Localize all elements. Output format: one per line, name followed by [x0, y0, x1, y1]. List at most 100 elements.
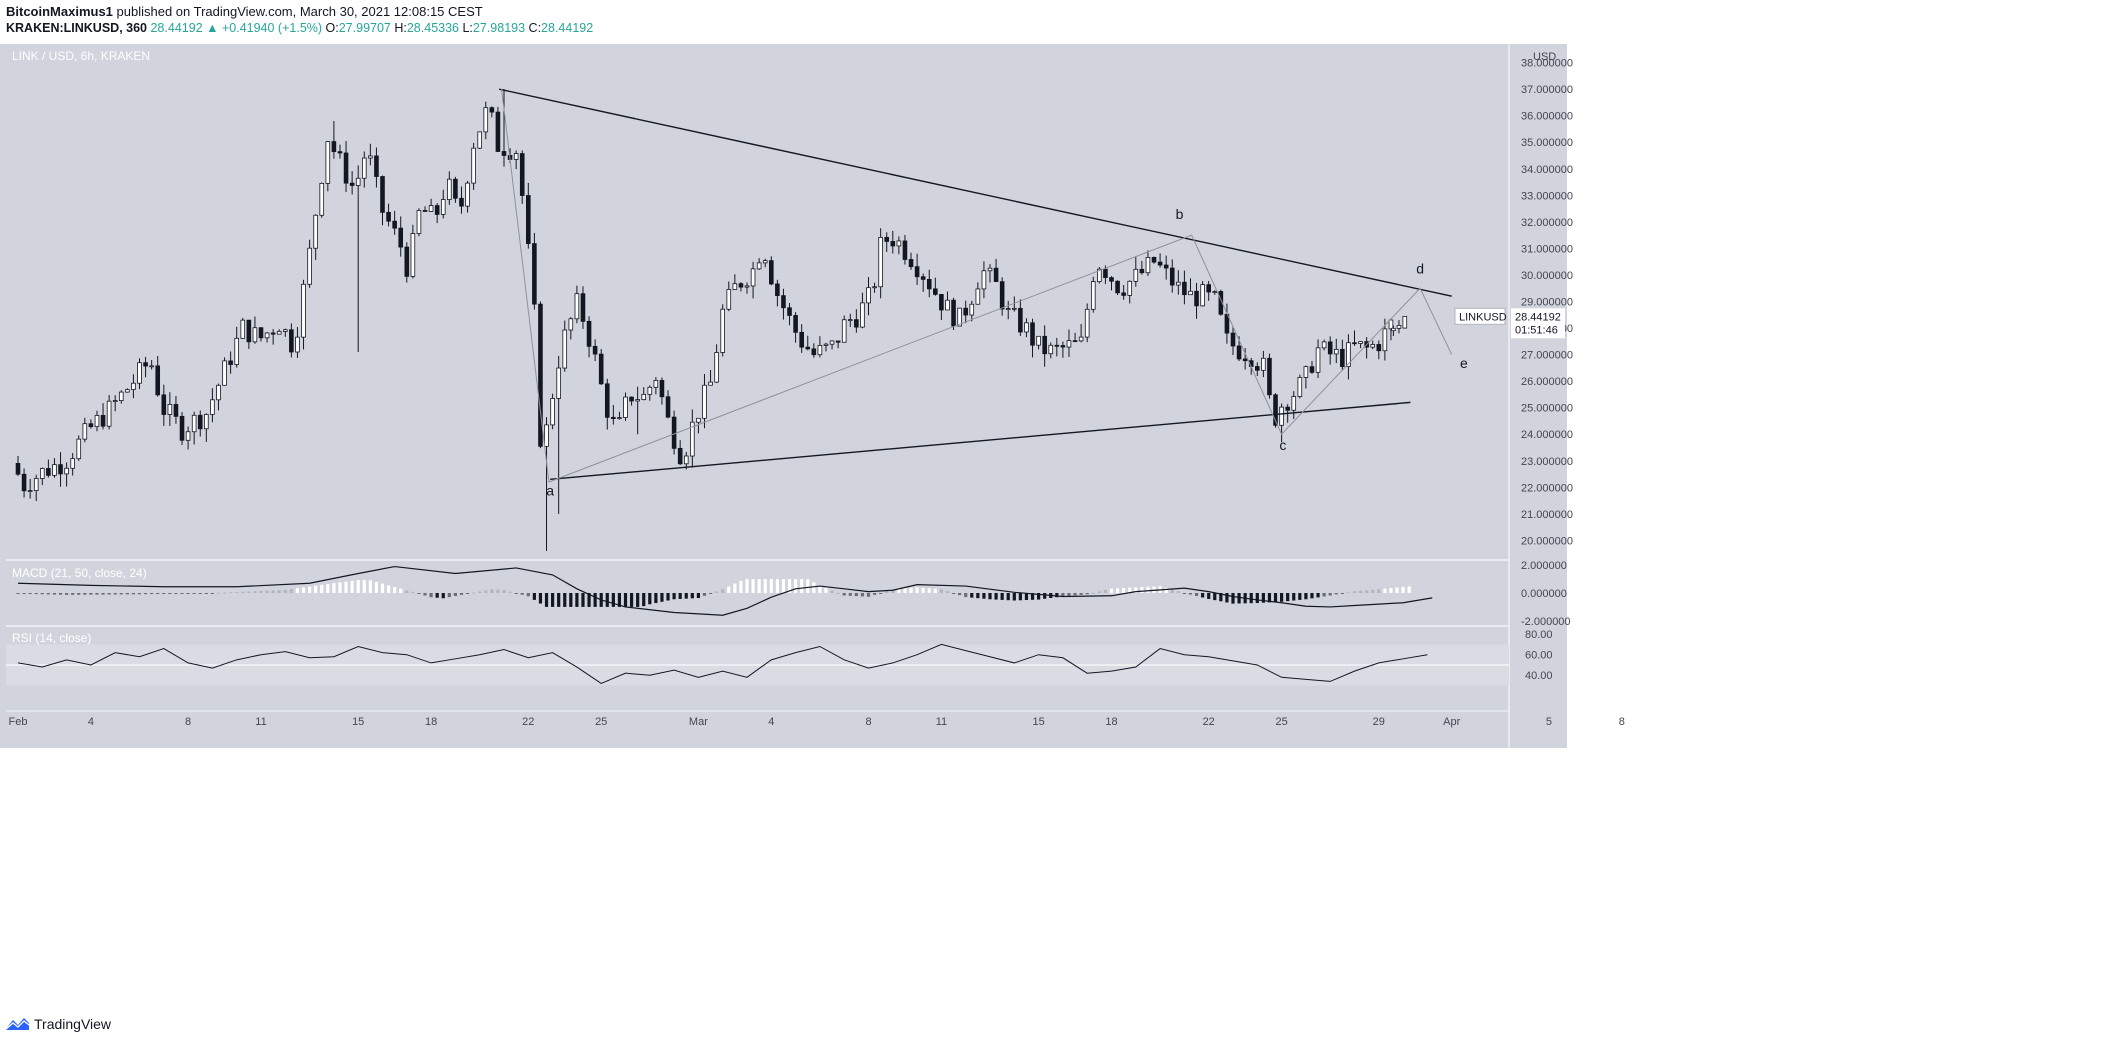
price-tag [1511, 308, 1565, 339]
symbol-info: KRAKEN:LINKUSD, 360 28.44192 ▲ +0.41940 … [6, 21, 593, 35]
chart-frame[interactable]: MACD (21, 50, close, 24) RSI (14, close) … [0, 44, 2107, 1015]
price-tick-label: 32.000000 [1521, 217, 1573, 229]
candle-down [270, 332, 276, 335]
candle-down [343, 152, 349, 184]
candle-down [781, 295, 786, 309]
macd-histogram-bar [465, 593, 470, 594]
candle-down [538, 303, 543, 447]
candle-down [1309, 366, 1315, 373]
macd-histogram-bar [1030, 593, 1035, 600]
macd-histogram-bar [52, 593, 57, 595]
macd-histogram-bar [751, 579, 755, 593]
macd-histogram-bar [951, 593, 956, 594]
candle-up [1048, 344, 1054, 355]
candle-up [708, 381, 713, 386]
macd-histogram-bar [326, 584, 330, 593]
macd-histogram-bar [538, 593, 543, 604]
macd-histogram-bar [520, 593, 524, 595]
candle-down [999, 281, 1005, 310]
macd-histogram-bar [277, 590, 281, 593]
macd-histogram-bar [180, 593, 184, 594]
macd-histogram-bar [289, 589, 293, 593]
candle-up [325, 141, 331, 184]
candle-down [805, 346, 811, 350]
macd-histogram-bar [526, 593, 530, 597]
chart-svg[interactable]: MACD (21, 50, close, 24)RSI (14, close) … [0, 44, 2107, 1010]
time-tick-label: 15 [352, 716, 364, 728]
macd-histogram-bar [295, 588, 300, 593]
candle-up [829, 340, 835, 345]
macd-histogram-bar [459, 593, 464, 595]
time-tick-label: 8 [185, 716, 191, 728]
macd-histogram-bar [1122, 587, 1126, 593]
macd-histogram-bar [16, 593, 20, 594]
low-label: L: [462, 21, 473, 35]
wave-label-d: d [1416, 261, 1424, 277]
candle-up [750, 268, 756, 287]
macd-histogram-bar [204, 593, 208, 594]
price-tick-label: 24.000000 [1521, 429, 1573, 441]
macd-histogram-bar [1024, 593, 1029, 601]
candle-down [1352, 342, 1357, 345]
candle-down [580, 293, 586, 322]
candle-down [933, 288, 938, 295]
candle-up [307, 247, 312, 285]
macd-histogram-bar [77, 593, 81, 595]
macd-histogram-bar [186, 593, 190, 594]
macd-histogram-bar [405, 590, 409, 593]
candle-down [434, 205, 440, 215]
symbol-tag-label: LINKUSD [1459, 311, 1507, 323]
macd-histogram-bar [508, 591, 512, 593]
candle-down [1109, 277, 1114, 282]
tradingview-brand[interactable]: TradingView [34, 1016, 112, 1032]
candle-up [744, 285, 750, 288]
price-tick-label: 27.000000 [1521, 350, 1573, 362]
candle-up [185, 431, 191, 441]
open-label: O: [325, 21, 339, 35]
candle-up [1370, 344, 1376, 348]
candle-down [392, 220, 397, 229]
candle-up [264, 332, 270, 339]
candle-up [204, 414, 209, 430]
candle-up [714, 352, 719, 383]
candle-up [33, 478, 39, 491]
macd-histogram-bar [1267, 593, 1272, 603]
candle-up [513, 153, 519, 160]
macd-histogram-bar [1085, 593, 1089, 595]
candle-up [653, 379, 659, 388]
rsi-tick-label: 40.00 [1525, 670, 1553, 682]
macd-histogram-bar [1073, 593, 1077, 596]
candle-up [137, 362, 142, 384]
macd-histogram-bar [1170, 589, 1174, 593]
candle-down [835, 340, 841, 343]
candle-up [1396, 324, 1402, 329]
candle-up [471, 147, 476, 184]
macd-histogram-bar [1176, 591, 1180, 593]
macd-histogram-bar [265, 590, 269, 593]
macd-histogram-bar [557, 593, 561, 607]
macd-histogram-bar [192, 593, 196, 594]
candle-down [926, 278, 932, 290]
candle-down [179, 415, 185, 441]
macd-histogram-bar [958, 593, 962, 596]
macd-histogram-bar [1383, 588, 1387, 593]
macd-histogram-bar [854, 593, 858, 597]
time-tick-label: 22 [1203, 716, 1215, 728]
candle-up [1127, 280, 1133, 296]
candle-up [550, 398, 555, 426]
footer: TradingView [0, 1010, 2107, 1041]
candle-up [40, 468, 45, 479]
author-name[interactable]: BitcoinMaximus1 [6, 4, 113, 19]
candle-up [1315, 347, 1321, 373]
candle-up [1012, 307, 1017, 310]
wave-label-e: e [1460, 355, 1468, 371]
macd-histogram-bar [879, 593, 883, 594]
macd-histogram-bar [28, 593, 32, 594]
macd-histogram-bar [727, 586, 731, 593]
macd-histogram-bar [721, 589, 725, 593]
time-tick-label: 18 [425, 716, 437, 728]
macd-histogram-bar [569, 593, 573, 607]
macd-histogram-bar [1352, 591, 1357, 593]
macd-histogram-bar [1079, 593, 1083, 595]
macd-histogram-bar [775, 579, 779, 593]
